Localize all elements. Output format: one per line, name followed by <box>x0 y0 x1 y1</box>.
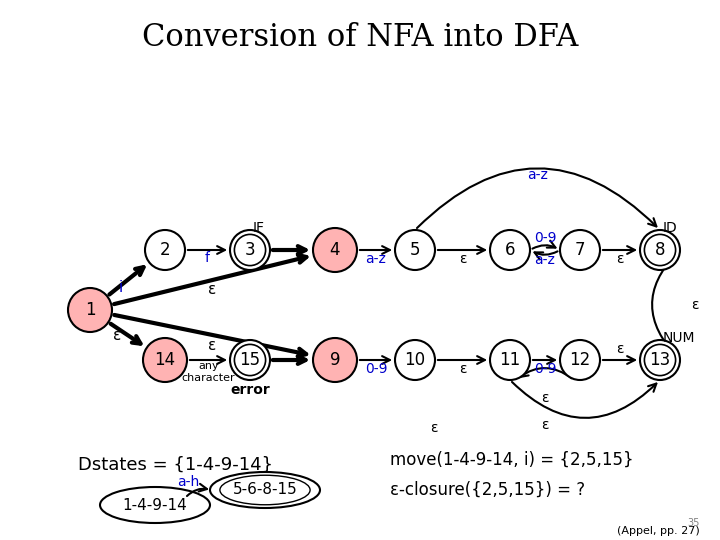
Circle shape <box>395 340 435 380</box>
Circle shape <box>145 230 185 270</box>
Text: 35: 35 <box>688 518 700 528</box>
Text: error: error <box>230 383 270 397</box>
Circle shape <box>395 230 435 270</box>
Text: ε: ε <box>430 421 438 435</box>
Text: 15: 15 <box>240 351 261 369</box>
Text: 0-9: 0-9 <box>534 362 557 376</box>
Text: f: f <box>205 251 210 265</box>
Text: 13: 13 <box>649 351 670 369</box>
Text: 11: 11 <box>500 351 521 369</box>
Text: 1: 1 <box>85 301 95 319</box>
Text: i: i <box>118 280 122 295</box>
Text: 8: 8 <box>654 241 665 259</box>
Text: ε: ε <box>459 252 467 266</box>
Text: any
character: any character <box>181 361 235 383</box>
Text: ε: ε <box>616 342 624 356</box>
Text: 12: 12 <box>570 351 590 369</box>
Text: Conversion of NFA into DFA: Conversion of NFA into DFA <box>142 23 578 53</box>
Text: 5: 5 <box>410 241 420 259</box>
Text: ε: ε <box>541 418 549 432</box>
Circle shape <box>230 230 270 270</box>
Text: move(1-4-9-14, i) = {2,5,15}: move(1-4-9-14, i) = {2,5,15} <box>390 451 634 469</box>
Text: (Appel, pp. 27): (Appel, pp. 27) <box>617 526 700 536</box>
Text: ε: ε <box>208 282 217 298</box>
Circle shape <box>68 288 112 332</box>
Text: a-z: a-z <box>534 253 555 267</box>
Text: ε: ε <box>691 298 698 312</box>
Circle shape <box>313 338 357 382</box>
Circle shape <box>640 230 680 270</box>
Text: 1-4-9-14: 1-4-9-14 <box>122 497 187 512</box>
Text: 4: 4 <box>330 241 341 259</box>
Text: a-h: a-h <box>177 475 199 489</box>
Text: 2: 2 <box>160 241 171 259</box>
Circle shape <box>313 228 357 272</box>
Circle shape <box>143 338 187 382</box>
Text: ε-closure({2,5,15}) = ?: ε-closure({2,5,15}) = ? <box>390 481 585 499</box>
Circle shape <box>560 230 600 270</box>
Text: 5-6-8-15: 5-6-8-15 <box>233 483 297 497</box>
Circle shape <box>490 230 530 270</box>
Text: a-z: a-z <box>527 168 548 182</box>
Text: 7: 7 <box>575 241 585 259</box>
Text: NUM: NUM <box>663 331 696 345</box>
Text: 0-9: 0-9 <box>534 231 557 245</box>
Text: 6: 6 <box>505 241 516 259</box>
Text: 9: 9 <box>330 351 341 369</box>
Text: Dstates = {1-4-9-14}: Dstates = {1-4-9-14} <box>78 456 273 474</box>
Circle shape <box>230 340 270 380</box>
Text: 10: 10 <box>405 351 426 369</box>
Text: ε: ε <box>541 391 549 405</box>
Circle shape <box>490 340 530 380</box>
Circle shape <box>640 340 680 380</box>
Text: ID: ID <box>663 221 678 235</box>
Text: ε: ε <box>208 338 217 353</box>
Circle shape <box>560 340 600 380</box>
Text: a-z: a-z <box>366 252 387 266</box>
Text: IF: IF <box>253 221 265 235</box>
Text: 3: 3 <box>245 241 256 259</box>
Text: 0-9: 0-9 <box>365 362 387 376</box>
Text: 14: 14 <box>154 351 176 369</box>
Text: ε: ε <box>616 252 624 266</box>
Text: ε: ε <box>459 362 467 376</box>
Text: ε: ε <box>113 327 122 342</box>
